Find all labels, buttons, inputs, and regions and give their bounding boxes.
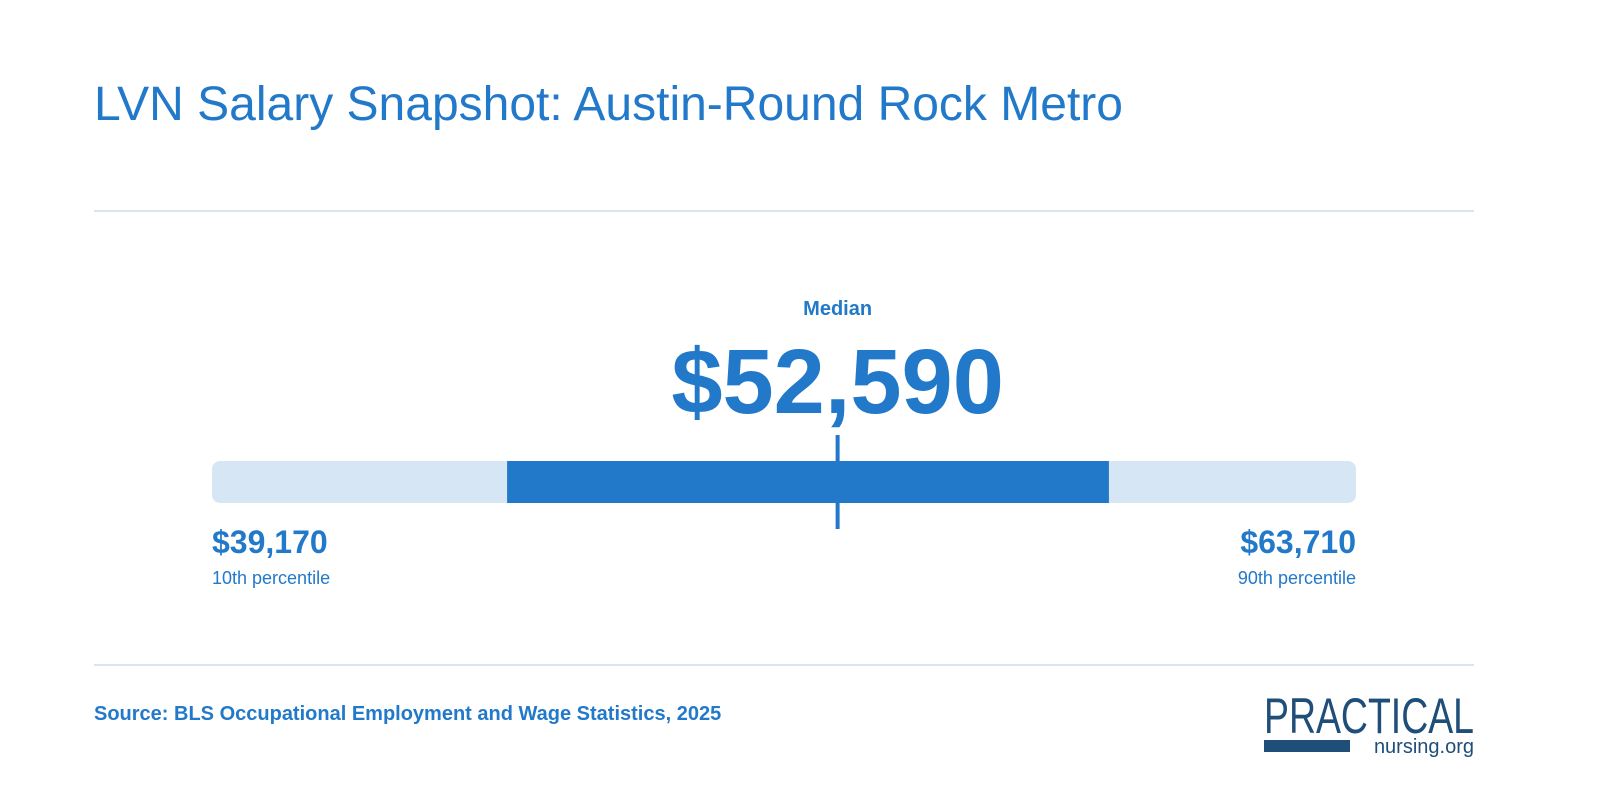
high-value: $63,710 (1240, 524, 1356, 560)
median-label: Median (803, 298, 872, 320)
logo: PRACTICAL nursing.org (1264, 688, 1474, 758)
range-band (507, 461, 1109, 503)
high-label: 90th percentile (1238, 568, 1356, 588)
median-value: $52,590 (671, 331, 1004, 433)
logo-bar (1264, 740, 1350, 752)
logo-sub: nursing.org (1374, 736, 1474, 758)
logo-main: PRACTICAL (1264, 688, 1474, 744)
chart-title: LVN Salary Snapshot: Austin-Round Rock M… (94, 78, 1123, 131)
low-label: 10th percentile (212, 568, 330, 588)
low-value: $39,170 (212, 524, 328, 560)
source: Source: BLS Occupational Employment and … (94, 703, 721, 725)
